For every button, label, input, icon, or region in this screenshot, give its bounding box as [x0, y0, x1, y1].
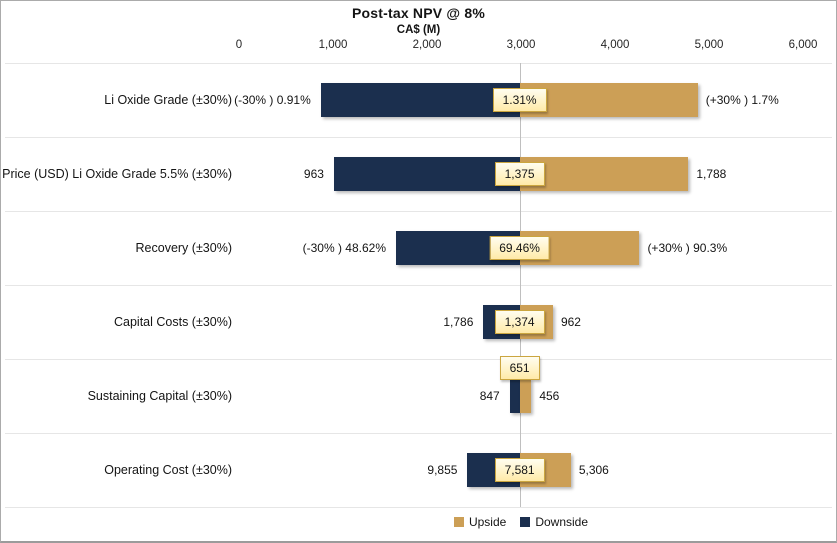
- upside-bar: [519, 83, 698, 117]
- upside-value-label: 1,788: [696, 167, 727, 181]
- center-value-box: 1.31%: [492, 87, 547, 112]
- center-value-box: 7,581: [494, 457, 545, 482]
- category-gridline: [5, 359, 832, 360]
- downside-value-label: 963: [303, 167, 324, 181]
- x-axis-tick-label: 0: [235, 39, 243, 51]
- downside-value-label: 9,855: [427, 463, 458, 477]
- center-value-box: 1,375: [494, 161, 545, 186]
- legend-item-downside: Downside: [520, 515, 588, 529]
- downside-bar: [509, 379, 520, 413]
- chart-title: Post-tax NPV @ 8%: [352, 5, 485, 21]
- center-value-box: 1,374: [494, 309, 545, 334]
- legend-item-upside: Upside: [453, 515, 507, 529]
- category-gridline: [5, 63, 832, 64]
- x-axis-title: CA$ (M): [396, 24, 441, 36]
- category-gridline: [5, 137, 832, 138]
- category-label: Operating Cost (±30%): [104, 463, 232, 477]
- downside-value-label: 847: [479, 389, 500, 403]
- base-value-line: [519, 63, 521, 507]
- legend-swatch-downside: [520, 517, 531, 527]
- upside-bar: [519, 157, 689, 191]
- center-value-box: 69.46%: [489, 235, 550, 260]
- category-gridline: [5, 433, 832, 434]
- x-axis-tick-label: 1,000: [318, 39, 348, 51]
- category-label: Price (USD) Li Oxide Grade 5.5% (±30%): [2, 167, 232, 181]
- category-gridline: [5, 285, 832, 286]
- x-axis-tick-label: 2,000: [412, 39, 442, 51]
- x-axis-tick-label: 6,000: [788, 39, 818, 51]
- legend-label: Downside: [535, 515, 589, 529]
- upside-bar: [519, 379, 532, 413]
- category-label: Recovery (±30%): [135, 241, 232, 255]
- x-axis-tick-label: 5,000: [694, 39, 724, 51]
- downside-value-label: (-30% ) 48.62%: [302, 241, 386, 255]
- upside-value-label: (+30% ) 90.3%: [647, 241, 728, 255]
- downside-value-label: (-30% ) 0.91%: [234, 93, 311, 107]
- category-gridline: [5, 507, 832, 508]
- center-value-box: 651: [499, 356, 540, 380]
- downside-value-label: 1,786: [443, 315, 474, 329]
- x-axis-tick-label: 4,000: [600, 39, 630, 51]
- upside-value-label: 5,306: [578, 463, 609, 477]
- legend: Upside Downside: [239, 515, 803, 529]
- upside-value-label: 962: [560, 315, 581, 329]
- legend-label: Upside: [468, 515, 507, 529]
- legend-swatch-upside: [453, 517, 464, 527]
- downside-bar: [320, 83, 520, 117]
- upside-value-label: 456: [539, 389, 560, 403]
- category-label: Li Oxide Grade (±30%): [104, 93, 232, 107]
- x-axis-tick-label: 3,000: [506, 39, 536, 51]
- category-gridline: [5, 211, 832, 212]
- downside-bar: [333, 157, 520, 191]
- upside-value-label: (+30% ) 1.7%: [705, 93, 779, 107]
- category-label: Sustaining Capital (±30%): [87, 389, 232, 403]
- category-label: Capital Costs (±30%): [113, 315, 232, 329]
